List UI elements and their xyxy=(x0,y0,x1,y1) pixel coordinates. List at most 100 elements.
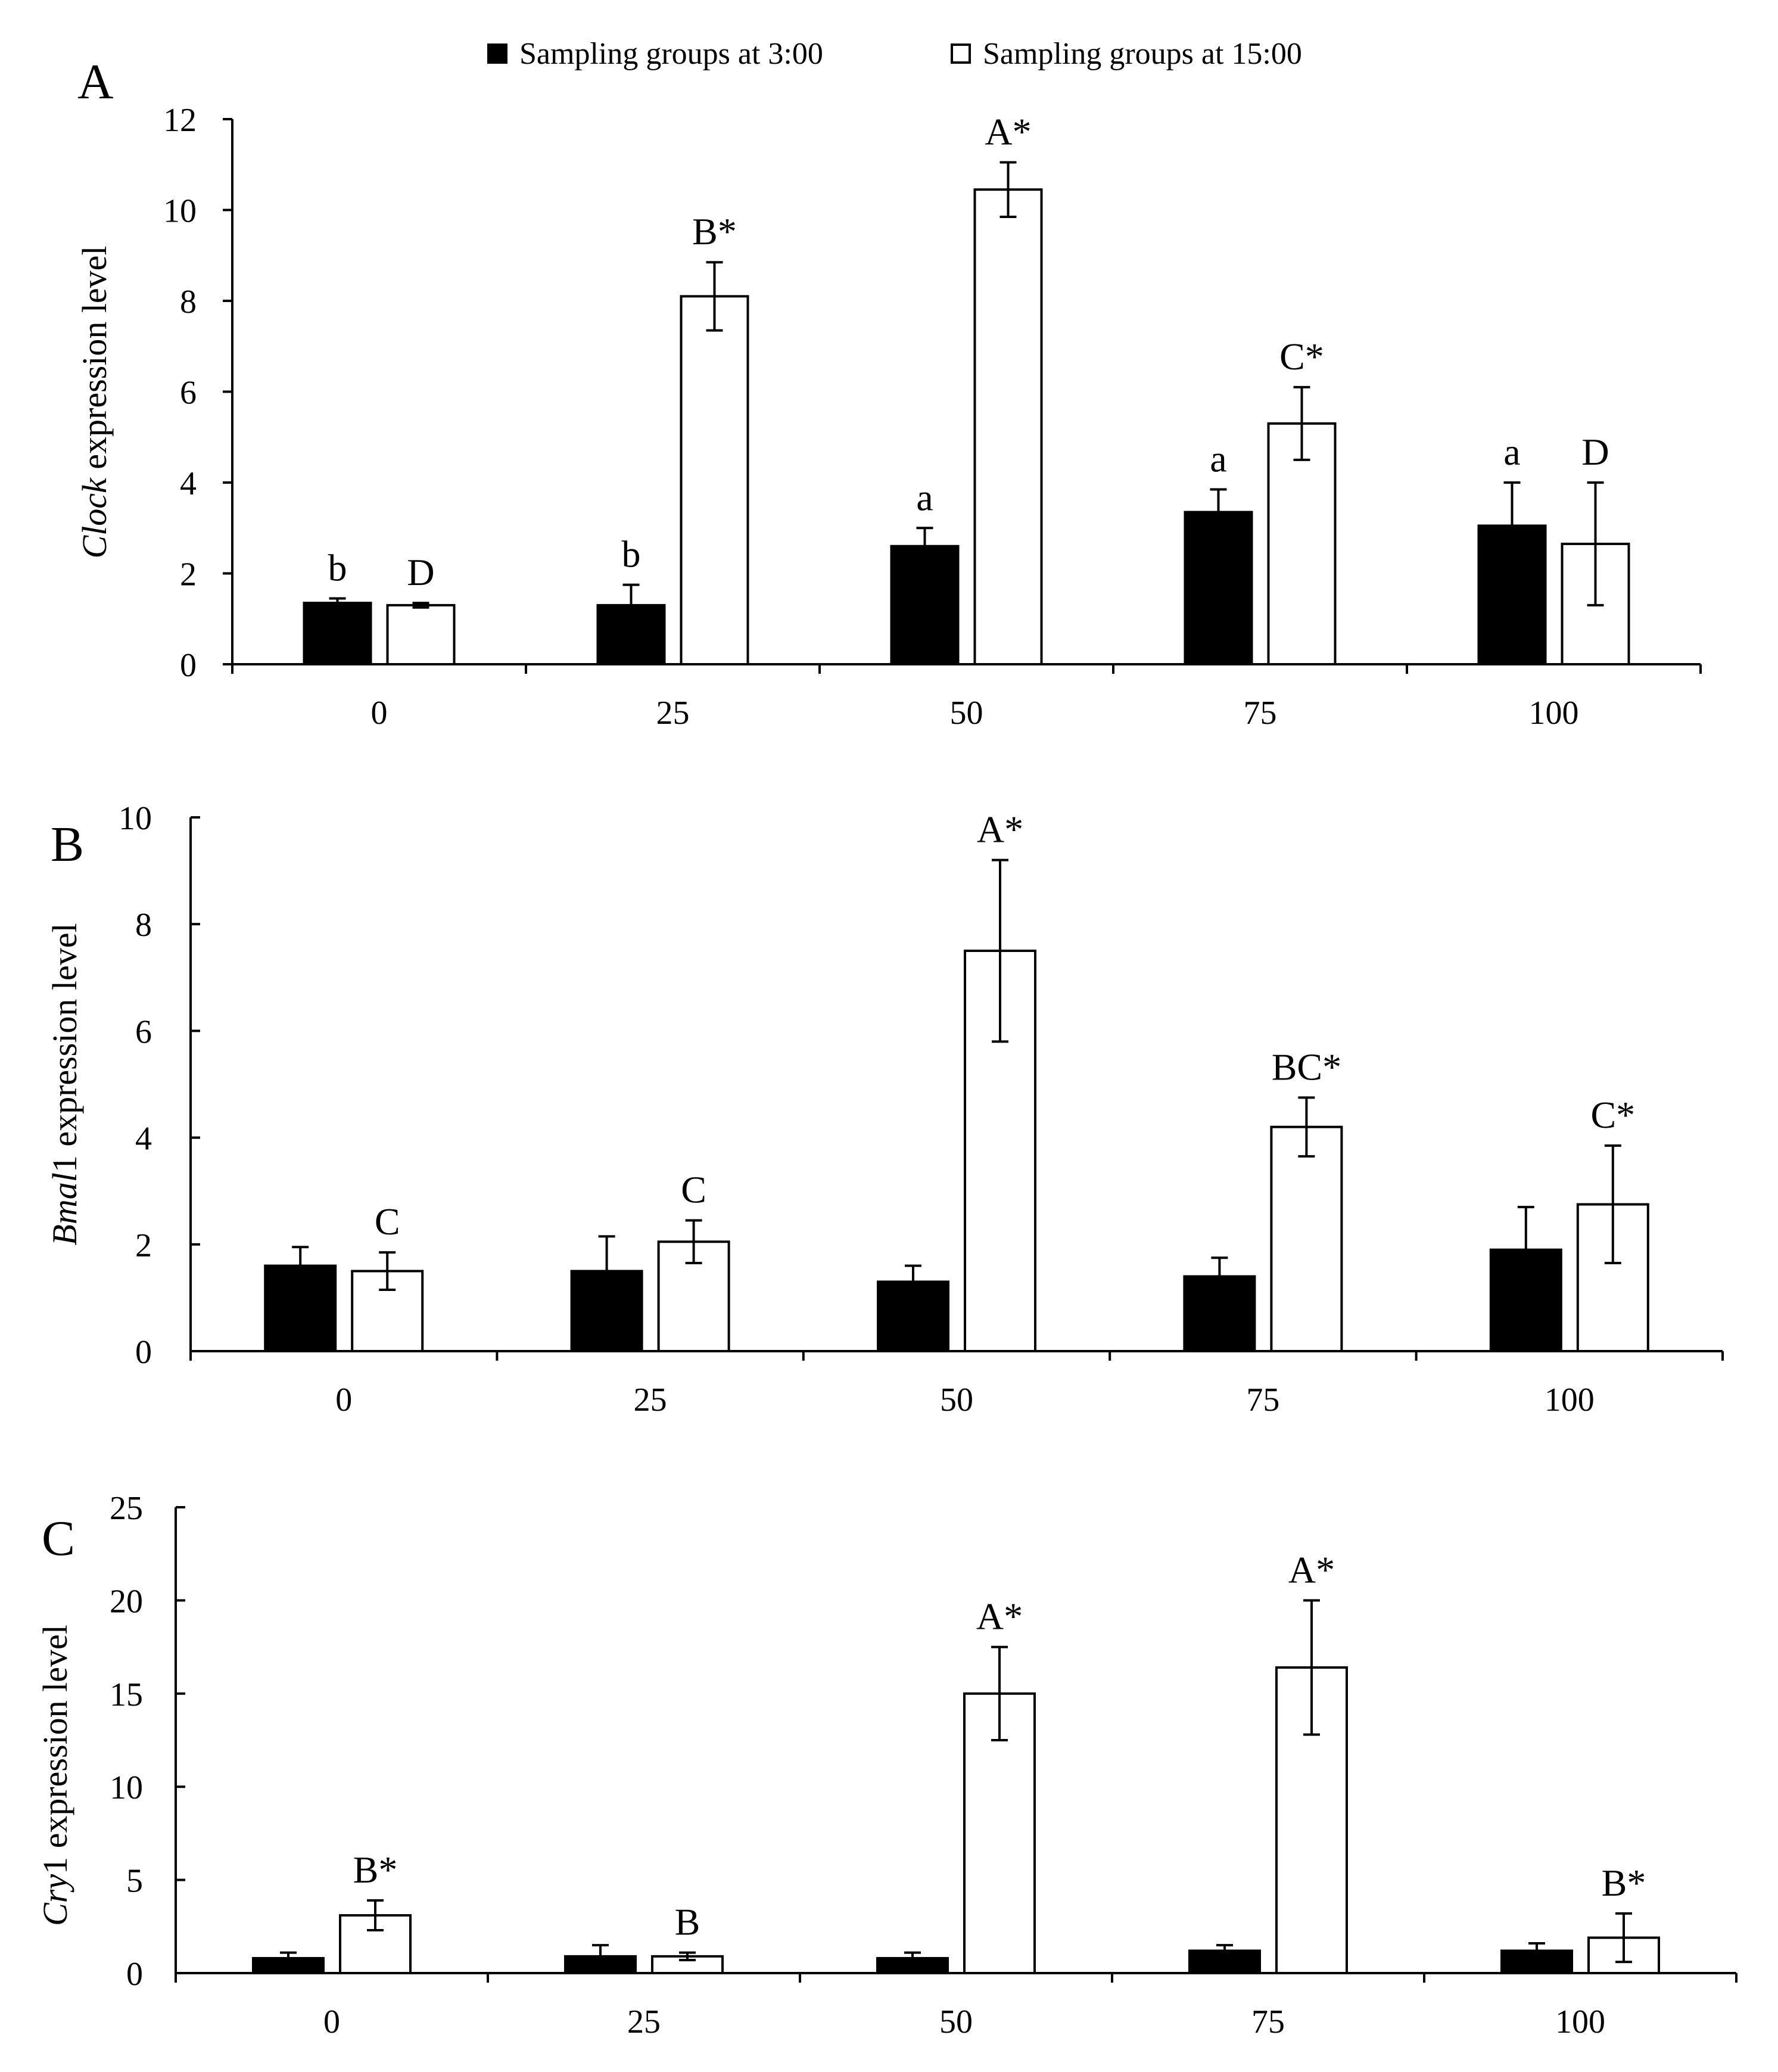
y-tick-label: 10 xyxy=(163,193,197,230)
y-tick-label: 20 xyxy=(110,1583,143,1620)
x-tick-label: 50 xyxy=(939,2003,973,2040)
significance-labels: B* B A* A* B* xyxy=(353,1548,1646,1943)
bar-3h xyxy=(876,1956,949,1975)
bar-3h xyxy=(1188,1949,1261,1975)
legend-swatch-3h xyxy=(487,43,507,64)
y-axis-ticks: 0 2 4 6 8 10 12 xyxy=(163,102,232,684)
sig-label: C xyxy=(375,1200,400,1243)
x-tick-label: 50 xyxy=(940,1382,973,1418)
y-axis-label: Cry1 expression level xyxy=(36,1625,74,1926)
sig-label: A* xyxy=(976,1595,1023,1638)
sig-label: A* xyxy=(985,110,1031,153)
bar-3h xyxy=(564,1955,637,1974)
significance-labels: b b a a a D B* A* C* D xyxy=(328,110,1609,593)
x-tick-label: 0 xyxy=(371,695,388,732)
bar-3h xyxy=(570,1270,643,1353)
y-tick-label: 6 xyxy=(135,1013,152,1050)
sig-label: C* xyxy=(1279,335,1324,378)
sig-label: B xyxy=(675,1901,700,1943)
y-tick-label: 12 xyxy=(163,102,197,139)
legend-label-15h: Sampling groups at 15:00 xyxy=(983,37,1302,71)
y-tick-label: 4 xyxy=(135,1121,152,1158)
y-tick-label: 2 xyxy=(135,1227,152,1264)
x-tick-label: 100 xyxy=(1555,2003,1605,2040)
sig-label: B* xyxy=(353,1849,398,1891)
sig-label: D xyxy=(407,551,434,593)
y-tick-label: 8 xyxy=(180,284,197,321)
y-axis-ticks: 0 5 10 15 20 25 xyxy=(110,1490,185,1993)
legend: Sampling groups at 3:00 Sampling groups … xyxy=(487,37,1302,71)
bars xyxy=(303,161,1630,665)
bar-15h xyxy=(680,295,749,665)
y-axis-label: Clock expression level xyxy=(75,245,114,558)
bar-3h xyxy=(1184,511,1253,665)
panel-c: C Cry1 expression level 0 5 10 15 20 25 0 25 … xyxy=(36,1490,1737,2040)
y-tick-label: 0 xyxy=(126,1956,143,1993)
panel-a: A Clock expression level 0 2 4 6 8 10 12 0 25 … xyxy=(75,54,1702,732)
bar-15h xyxy=(1270,1125,1343,1353)
sig-label: b xyxy=(622,533,641,575)
bars xyxy=(252,1599,1660,1975)
y-tick-label: 0 xyxy=(135,1334,152,1371)
panel-letter: B xyxy=(51,817,84,872)
bar-3h xyxy=(1183,1275,1256,1353)
bar-3h xyxy=(303,602,372,665)
bar-15h xyxy=(1267,422,1337,665)
bar-3h xyxy=(890,545,960,665)
x-axis-labels: 0 25 50 75 100 xyxy=(371,695,1579,732)
bar-3h xyxy=(264,1264,337,1352)
sig-label: BC* xyxy=(1272,1046,1341,1088)
y-tick-label: 0 xyxy=(180,647,197,684)
sig-label: a xyxy=(1210,437,1226,480)
sig-label: B* xyxy=(692,210,737,253)
sig-label: C* xyxy=(1590,1094,1635,1136)
sig-label: A* xyxy=(1288,1548,1335,1591)
y-tick-label: 10 xyxy=(119,800,152,837)
bar-3h xyxy=(877,1280,949,1353)
y-tick-label: 4 xyxy=(180,465,197,502)
y-tick-label: 6 xyxy=(180,375,197,412)
sig-label: C xyxy=(681,1168,706,1211)
y-tick-label: 2 xyxy=(180,556,197,593)
bar-3h xyxy=(1477,524,1547,665)
panel-letter: A xyxy=(77,54,114,110)
sig-label: b xyxy=(328,546,347,589)
x-tick-label: 25 xyxy=(656,695,690,732)
sig-label: A* xyxy=(977,808,1023,851)
sig-label: a xyxy=(1503,431,1520,473)
x-tick-label: 25 xyxy=(634,1382,667,1418)
x-tick-label: 75 xyxy=(1244,695,1277,732)
panel-b: B Bmal1 expression level 0 2 4 6 8 10 0 25 50… xyxy=(45,800,1724,1418)
legend-swatch-15h xyxy=(951,43,971,64)
bar-3h xyxy=(1500,1949,1573,1975)
significance-labels: C C A* BC* C* xyxy=(375,808,1635,1243)
y-tick-label: 25 xyxy=(110,1490,143,1527)
y-tick-label: 15 xyxy=(110,1676,143,1713)
x-tick-label: 0 xyxy=(335,1382,352,1418)
bar-3h xyxy=(596,603,666,665)
bar-3h xyxy=(1489,1248,1562,1353)
x-tick-label: 75 xyxy=(1246,1382,1279,1418)
y-tick-label: 5 xyxy=(126,1863,143,1900)
x-axis-labels: 0 25 50 75 100 xyxy=(335,1382,1595,1418)
x-tick-label: 0 xyxy=(323,2003,340,2040)
bar-15h xyxy=(351,1270,424,1353)
x-tick-label: 50 xyxy=(950,695,983,732)
sig-label: D xyxy=(1581,431,1609,473)
bars xyxy=(264,858,1649,1353)
x-tick-label: 100 xyxy=(1529,695,1579,732)
bar-15h xyxy=(973,188,1043,665)
y-tick-label: 8 xyxy=(135,907,152,944)
axes xyxy=(175,1507,1737,1983)
x-axis-labels: 0 25 50 75 100 xyxy=(323,2003,1605,2040)
y-tick-label: 10 xyxy=(110,1769,143,1806)
y-axis-ticks: 0 2 4 6 8 10 xyxy=(119,800,200,1371)
axes xyxy=(189,817,1724,1361)
x-tick-label: 100 xyxy=(1545,1382,1595,1418)
sig-label: B* xyxy=(1602,1862,1646,1904)
y-axis-label: Bmal1 expression level xyxy=(45,923,84,1245)
x-tick-label: 25 xyxy=(627,2003,661,2040)
legend-label-3h: Sampling groups at 3:00 xyxy=(519,37,823,71)
panel-letter: C xyxy=(42,1511,75,1566)
